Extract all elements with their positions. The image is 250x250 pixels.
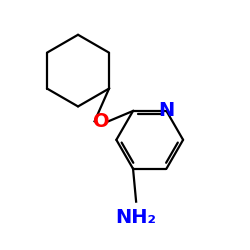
Text: O: O: [93, 112, 110, 131]
Text: N: N: [158, 102, 174, 120]
Text: NH₂: NH₂: [116, 208, 156, 227]
